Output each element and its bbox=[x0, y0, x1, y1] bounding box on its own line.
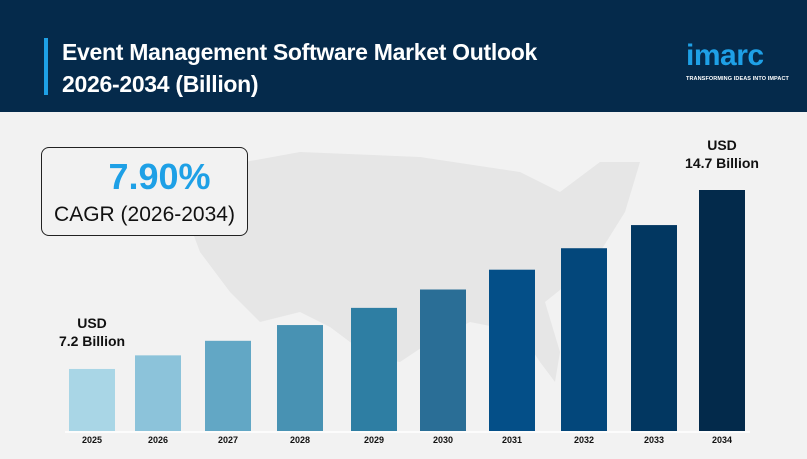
cagr-value: 7.90% bbox=[108, 156, 211, 197]
bar-2032 bbox=[561, 248, 607, 431]
title-line-1: Event Management Software Market Outlook bbox=[62, 39, 537, 65]
x-tick-label: 2031 bbox=[502, 435, 522, 445]
bar-2030 bbox=[420, 289, 466, 431]
start-value: 7.2 Billion bbox=[58, 333, 126, 349]
bar-2028 bbox=[277, 325, 323, 431]
bar-2026 bbox=[135, 355, 181, 431]
start-currency: USD bbox=[77, 315, 107, 331]
x-tick-label: 2030 bbox=[433, 435, 453, 445]
bar-2029 bbox=[351, 307, 397, 431]
end-currency: USD bbox=[707, 137, 737, 153]
x-tick-label: 2025 bbox=[82, 435, 102, 445]
page-title: Event Management Software Market Outlook… bbox=[62, 36, 537, 100]
cagr-box: 7.90% CAGR (2026-2034) bbox=[41, 147, 248, 236]
bar-2033 bbox=[631, 225, 677, 431]
end-value-annotation: USD 14.7 Billion bbox=[667, 136, 777, 172]
accent-bar bbox=[44, 38, 48, 95]
logo-tagline: TRANSFORMING IDEAS INTO IMPACT bbox=[686, 76, 790, 82]
header-banner: Event Management Software Market Outlook… bbox=[0, 0, 807, 112]
start-value-annotation: USD 7.2 Billion bbox=[42, 314, 142, 350]
end-value: 14.7 Billion bbox=[685, 155, 759, 171]
x-tick-label: 2028 bbox=[290, 435, 310, 445]
x-tick-label: 2026 bbox=[148, 435, 168, 445]
bar-2031 bbox=[489, 269, 535, 431]
x-tick-label: 2034 bbox=[712, 435, 732, 445]
bar-2027 bbox=[205, 340, 251, 431]
x-tick-label: 2027 bbox=[218, 435, 238, 445]
title-line-2: 2026-2034 (Billion) bbox=[62, 71, 259, 97]
bar-2025 bbox=[69, 368, 115, 431]
x-tick-label: 2033 bbox=[644, 435, 664, 445]
bar-2034 bbox=[699, 190, 745, 431]
x-tick-label: 2032 bbox=[574, 435, 594, 445]
x-tick-label: 2029 bbox=[364, 435, 384, 445]
cagr-label: CAGR (2026-2034) bbox=[54, 203, 235, 226]
imarc-logo: imarc bbox=[686, 39, 764, 72]
